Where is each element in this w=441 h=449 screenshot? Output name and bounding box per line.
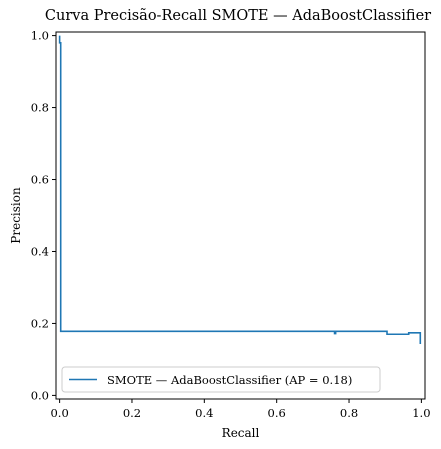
y-tick-label: 0.4	[31, 244, 49, 258]
y-tick-label: 0.8	[31, 101, 49, 115]
y-axis-label: Precision	[9, 187, 23, 244]
x-tick-label: 0.2	[123, 406, 141, 420]
plot-frame	[56, 32, 425, 399]
y-tick-label: 0.6	[31, 173, 49, 187]
legend: SMOTE — AdaBoostClassifier (AP = 0.18)	[62, 367, 380, 392]
series-layer	[60, 36, 421, 344]
x-axis-label: Recall	[222, 426, 260, 440]
y-tick-label: 0.0	[31, 388, 49, 402]
x-tick-label: 0.8	[340, 406, 358, 420]
x-tick-label: 0.0	[50, 406, 68, 420]
series-line	[60, 36, 421, 344]
x-tick-label: 1.0	[412, 406, 430, 420]
legend-label: SMOTE — AdaBoostClassifier (AP = 0.18)	[107, 373, 352, 387]
x-tick-label: 0.6	[268, 406, 286, 420]
chart-title: Curva Precisão-Recall SMOTE — AdaBoostCl…	[45, 8, 431, 24]
x-tick-label: 0.4	[195, 406, 213, 420]
y-tick-label: 1.0	[31, 29, 49, 43]
axis-ticks: 0.0 0.2 0.4 0.6 0.8 1.0 0.0 0.2 0.4 0.6 0.8 1.0	[31, 29, 431, 420]
y-tick-label: 0.2	[31, 316, 49, 330]
